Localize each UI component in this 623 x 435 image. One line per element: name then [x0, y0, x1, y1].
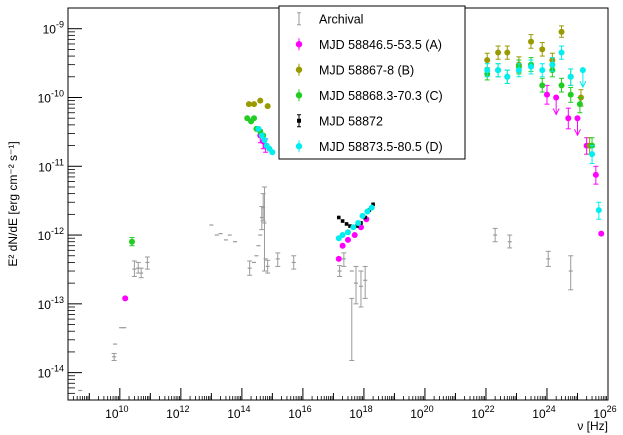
data-point	[255, 125, 262, 132]
legend-marker	[295, 143, 303, 150]
data-point	[264, 103, 271, 110]
upper-limit-head	[579, 80, 587, 89]
legend-marker	[295, 41, 303, 48]
y-tick-label: 10-13	[38, 295, 64, 312]
x-tick-label: 1010	[105, 404, 128, 421]
data-point	[539, 82, 546, 89]
data-point	[245, 101, 252, 108]
data-point	[128, 238, 135, 245]
data-point	[355, 224, 359, 228]
y-tick-label: 10-12	[38, 226, 64, 243]
data-point	[595, 207, 602, 214]
data-point	[515, 67, 522, 74]
data-point	[567, 73, 574, 80]
x-axis-title: ν [Hz]	[577, 419, 608, 433]
data-point	[558, 28, 565, 35]
data-point	[339, 232, 346, 239]
x-tick-label: 1026	[593, 404, 616, 421]
data-point	[495, 67, 502, 74]
data-point	[336, 215, 341, 220]
legend-entry-label: MJD 58872	[319, 114, 383, 128]
data-point	[344, 229, 351, 236]
data-point	[351, 232, 358, 239]
legend-box	[278, 5, 466, 160]
x-tick-label: 1024	[532, 404, 555, 421]
data-point	[251, 115, 258, 122]
data-point	[528, 38, 535, 45]
data-point	[528, 63, 535, 70]
data-point	[539, 67, 546, 74]
x-tick-label: 1014	[227, 404, 250, 421]
data-point	[339, 242, 346, 249]
data-point	[348, 224, 352, 228]
upper-limit-head	[574, 128, 581, 137]
data-point	[565, 115, 572, 122]
data-point	[549, 61, 556, 68]
x-tick-label: 1016	[288, 404, 311, 421]
data-point	[567, 91, 574, 98]
legend-entry-label: MJD 58868.3-70.3 (C)	[319, 89, 443, 103]
series-5	[255, 45, 602, 242]
legend-entry-label: Archival	[319, 12, 363, 26]
data-point	[598, 230, 605, 237]
legend-marker	[295, 66, 303, 73]
data-point	[576, 101, 583, 108]
data-point	[359, 212, 366, 219]
data-point	[257, 97, 264, 104]
axes: 1010 1012 1014 1016 1018 1020 1022 1024 1026 10-1…	[38, 7, 617, 421]
y-tick-label: 10-11	[38, 157, 64, 174]
y-tick-label: 10-14	[38, 364, 64, 381]
data-point	[539, 46, 546, 53]
data-point	[543, 91, 550, 98]
data-point	[122, 295, 129, 302]
x-tick-label: 1012	[166, 404, 189, 421]
legend-marker	[297, 118, 301, 123]
data-point	[579, 67, 586, 74]
data-point	[592, 171, 599, 178]
data-point	[558, 49, 565, 56]
data-point	[484, 57, 491, 64]
data-point	[504, 73, 511, 80]
data-point	[335, 255, 342, 262]
data-point	[355, 219, 362, 226]
x-tick-label: 1020	[410, 404, 433, 421]
data-point	[558, 82, 565, 89]
legend-marker	[295, 92, 303, 99]
data-point	[574, 115, 581, 122]
data-point	[363, 215, 367, 220]
y-tick-label: 10-9	[43, 20, 64, 37]
legend-entry-label: MJD 58873.5-80.5 (D)	[319, 140, 443, 154]
y-axis-title: E² dN/dE [erg cm⁻² s⁻¹]	[6, 141, 20, 266]
data-point	[504, 49, 511, 56]
series-0	[78, 186, 574, 392]
data-point	[269, 149, 276, 156]
data-point	[553, 94, 560, 101]
legend-entry-label: MJD 58867-8 (B)	[319, 63, 414, 77]
data-point	[350, 224, 357, 231]
data-point	[495, 49, 502, 56]
data-marks	[78, 25, 605, 392]
x-tick-label: 1022	[471, 404, 494, 421]
data-point	[344, 222, 349, 226]
legend-entry-label: MJD 58846.5-53.5 (A)	[319, 38, 442, 52]
data-point	[340, 219, 345, 223]
data-point	[368, 204, 375, 211]
data-point	[251, 101, 258, 108]
data-point	[261, 137, 268, 144]
data-point	[484, 67, 491, 74]
upper-limit-head	[552, 108, 560, 116]
data-point	[344, 236, 351, 243]
y-tick-label: 10-10	[38, 88, 64, 105]
data-point	[357, 224, 364, 231]
data-point	[371, 202, 375, 207]
data-point	[589, 151, 596, 158]
data-point	[364, 208, 371, 215]
data-point	[258, 132, 265, 139]
legend: Archival MJD 58846.5-53.5 (A) MJD 58867-8 …	[278, 5, 466, 160]
x-tick-label: 1018	[349, 404, 372, 421]
